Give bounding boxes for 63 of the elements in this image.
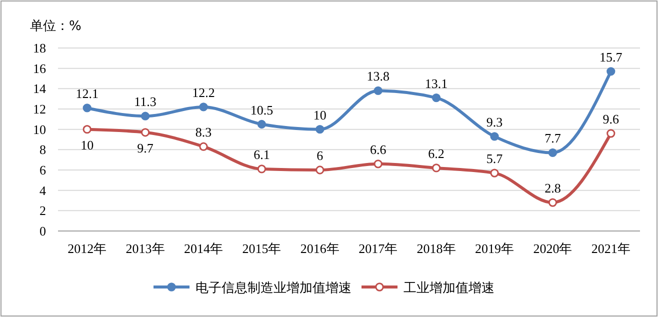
legend-label: 工业增加值增速 bbox=[404, 281, 494, 296]
point bbox=[82, 125, 92, 134]
x-tick-label: 2015年 bbox=[242, 241, 282, 256]
x-tick-label: 2021年 bbox=[591, 241, 630, 256]
point bbox=[199, 142, 208, 151]
data-label: 15.7 bbox=[600, 49, 623, 64]
y-tick-label: 10 bbox=[33, 122, 46, 137]
point bbox=[316, 125, 324, 134]
x-tick-label: 2013年 bbox=[126, 241, 165, 256]
x-tick-label: 2016年 bbox=[300, 241, 340, 256]
point bbox=[140, 112, 150, 120]
point bbox=[257, 120, 266, 129]
point bbox=[374, 160, 382, 168]
y-tick-label: 0 bbox=[40, 224, 46, 238]
point bbox=[432, 94, 441, 102]
data-label: 13.1 bbox=[424, 76, 448, 91]
y-tick-label: 18 bbox=[33, 40, 46, 56]
x-tick-label: 2018年 bbox=[416, 241, 456, 256]
point bbox=[82, 104, 92, 112]
x-tick-label: 2012年 bbox=[68, 241, 107, 256]
data-label: 7.7 bbox=[544, 130, 562, 146]
data-label: 6.1 bbox=[254, 146, 270, 162]
data-label: 6.2 bbox=[428, 146, 444, 161]
data-label: 8.3 bbox=[195, 124, 212, 140]
y-tick-label: 8 bbox=[40, 142, 46, 158]
data-label: 10 bbox=[80, 137, 94, 152]
point bbox=[490, 168, 499, 178]
point bbox=[606, 67, 616, 76]
data-label: 9.7 bbox=[137, 140, 154, 156]
x-tick-label: 2019年 bbox=[475, 241, 514, 256]
point bbox=[199, 102, 208, 112]
y-tick-label: 2 bbox=[40, 203, 46, 218]
data-label: 2.8 bbox=[544, 180, 561, 196]
data-label: 9.6 bbox=[602, 111, 620, 126]
data-label: 11.3 bbox=[134, 94, 156, 110]
point bbox=[548, 198, 558, 207]
data-label: 10 bbox=[313, 107, 326, 122]
data-label: 13.8 bbox=[366, 68, 390, 84]
data-label: 10.5 bbox=[250, 102, 274, 118]
legend-label: 电子信息制造业增加值增速 bbox=[196, 281, 352, 296]
x-tick-label: 2014年 bbox=[184, 241, 223, 256]
data-label: 6 bbox=[316, 148, 324, 163]
point bbox=[140, 128, 150, 137]
y-tick-label: 16 bbox=[33, 60, 46, 76]
point bbox=[316, 166, 324, 174]
y-tick-label: 12 bbox=[33, 102, 46, 116]
point bbox=[432, 164, 441, 172]
data-label: 5.7 bbox=[486, 151, 504, 166]
point bbox=[257, 164, 266, 174]
y-tick-label: 6 bbox=[40, 162, 46, 178]
y-tick-label: 14 bbox=[33, 81, 46, 96]
point bbox=[374, 86, 382, 96]
y-axis-title: 单位：% bbox=[30, 19, 82, 34]
point bbox=[490, 132, 499, 141]
x-tick-label: 2020年 bbox=[533, 241, 572, 256]
data-label: 9.3 bbox=[486, 114, 503, 130]
point bbox=[606, 129, 616, 138]
point bbox=[548, 148, 558, 158]
data-label: 12.1 bbox=[76, 86, 98, 101]
x-tick-label: 2017年 bbox=[358, 241, 398, 256]
data-label: 12.2 bbox=[192, 84, 215, 100]
data-label: 6.6 bbox=[370, 142, 387, 157]
y-tick-label: 4 bbox=[40, 182, 46, 198]
